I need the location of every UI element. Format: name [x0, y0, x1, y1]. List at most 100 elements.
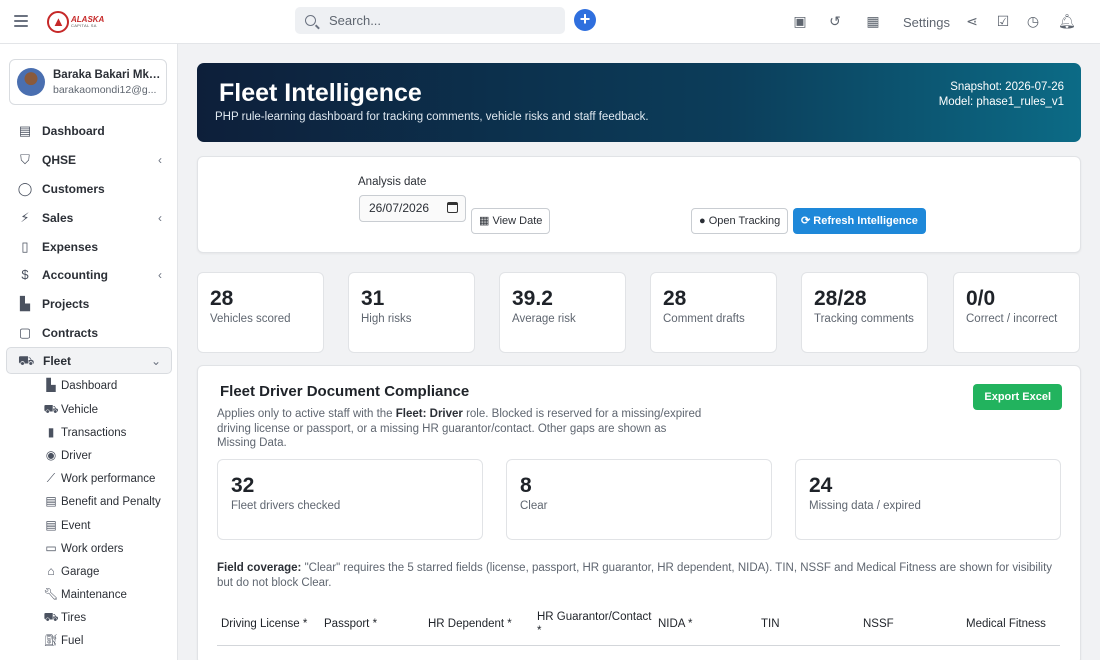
sidebar-item-fleet[interactable]: ⛟ Fleet ⌄: [6, 347, 172, 375]
column-header[interactable]: Passport *: [324, 618, 378, 630]
page-title: Fleet Intelligence: [219, 79, 422, 107]
money-icon: ▭: [45, 540, 57, 555]
search-placeholder: Search...: [329, 13, 382, 28]
fleet-sub-work-performance[interactable]: ⟋ Work performance: [43, 467, 177, 490]
qr-code-icon[interactable]: ▦: [866, 13, 880, 29]
sidebar-item-qhse[interactable]: ⛉ QHSE ‹: [0, 146, 177, 175]
calendar-icon: ▦: [479, 215, 493, 227]
sidebar-item-sales[interactable]: ⚡︎ Sales ‹: [0, 203, 177, 232]
company-logo[interactable]: ALASKA CAPITAL SA: [47, 10, 104, 34]
compliance-card-missing: 24 Missing data / expired: [795, 459, 1061, 540]
calendar-icon[interactable]: [447, 202, 458, 213]
fleet-sub-work-orders[interactable]: ▭ Work orders: [43, 537, 177, 560]
stat-label: Tracking comments: [814, 313, 914, 325]
list-icon: ▤: [45, 494, 57, 509]
bolt-icon: ⚡︎: [20, 209, 30, 225]
stat-card-comment-drafts: 28 Comment drafts: [650, 272, 777, 353]
column-header[interactable]: NSSF: [863, 618, 894, 630]
fleet-sub-fuel[interactable]: ⛽︎ Fuel: [43, 629, 177, 652]
hero-banner: Fleet Intelligence PHP rule-learning das…: [197, 63, 1081, 142]
fleet-sub-label: Fuel: [61, 635, 84, 648]
contract-icon: ▢: [18, 324, 32, 340]
compliance-card-checked: 32 Fleet drivers checked: [217, 459, 483, 540]
column-header[interactable]: HR Dependent *: [428, 618, 512, 630]
sidebar-item-dashboard[interactable]: ▤ Dashboard: [0, 117, 177, 146]
stat-card-average-risk: 39.2 Average risk: [499, 272, 626, 353]
sidebar-item-accounting[interactable]: $ Accounting ‹: [0, 261, 177, 290]
fleet-sub-label: Driver: [61, 449, 92, 462]
refresh-intelligence-button[interactable]: ⟳ Refresh Intelligence: [793, 208, 926, 234]
fleet-sub-benefit-penalty[interactable]: ▤ Benefit and Penalty: [43, 490, 177, 513]
user-name: Baraka Bakari Mkan...: [53, 68, 163, 81]
view-date-button[interactable]: ▦ View Date: [471, 208, 551, 234]
column-header[interactable]: Medical Fitness: [966, 618, 1046, 630]
stat-label: Comment drafts: [663, 313, 745, 325]
chevron-left-icon: ‹: [158, 153, 162, 168]
stat-card-tracking-comments: 28/28 Tracking comments: [801, 272, 928, 353]
refresh-intelligence-label: Refresh Intelligence: [813, 215, 918, 227]
column-header[interactable]: TIN: [761, 618, 780, 630]
logo-mark-icon: [47, 11, 69, 33]
fleet-sub-transactions[interactable]: ▮ Transactions: [43, 421, 177, 444]
stat-card-high-risks: 31 High risks: [348, 272, 475, 353]
hamburger-menu-icon[interactable]: [14, 15, 28, 27]
fleet-sub-event[interactable]: ▤ Event: [43, 514, 177, 537]
sidebar-item-label: Expenses: [42, 239, 99, 254]
settings-link[interactable]: Settings: [903, 15, 950, 30]
file-icon: ▮: [47, 424, 55, 439]
notification-bell-icon[interactable]: 🔔︎: [1058, 13, 1076, 29]
trend-icon: ⟋: [46, 471, 56, 486]
analysis-date-label: Analysis date: [358, 176, 427, 188]
compliance-desc-text: Applies only to active staff with the: [217, 408, 396, 420]
sidebar-item-label: Fleet: [43, 353, 72, 368]
column-header[interactable]: NIDA *: [658, 618, 693, 630]
compliance-card-clear: 8 Clear: [506, 459, 772, 540]
analysis-date-input[interactable]: 26/07/2026: [359, 195, 466, 222]
stat-label: Average risk: [512, 313, 576, 325]
clock-icon[interactable]: ◷: [1026, 13, 1040, 29]
search-input[interactable]: Search...: [295, 7, 565, 34]
fleet-sub-maintenance[interactable]: 🔧︎ Maintenance: [43, 583, 177, 606]
fleet-sub-label: Transactions: [61, 426, 127, 439]
fleet-sub-label: Tires: [61, 612, 87, 625]
sidebar-item-label: Sales: [42, 210, 74, 225]
fuel-icon: ⛽︎: [43, 633, 59, 648]
coverage-title: Field coverage:: [217, 562, 302, 574]
add-button[interactable]: +: [574, 9, 596, 31]
stat-value: 24: [809, 474, 833, 497]
fleet-sub-dashboard[interactable]: ▙ Dashboard: [43, 374, 177, 397]
sidebar-item-customers[interactable]: ◯ Customers: [0, 175, 177, 204]
fleet-sub-vehicle[interactable]: ⛟ Vehicle: [43, 398, 177, 421]
column-header[interactable]: HR Guarantor/Contact *: [537, 611, 652, 637]
column-header[interactable]: Driving License *: [221, 618, 308, 630]
fleet-sub-driver[interactable]: ◉ Driver: [43, 444, 177, 467]
model-name: Model: phase1_rules_v1: [938, 96, 1064, 108]
stat-value: 31: [361, 287, 385, 310]
open-tracking-button[interactable]: ● Open Tracking: [691, 208, 789, 234]
shield-icon: ⛉: [20, 152, 30, 168]
fleet-sub-garage[interactable]: ⌂ Garage: [43, 560, 177, 583]
sidebar-item-contracts[interactable]: ▢ Contracts: [0, 319, 177, 348]
sidebar-item-label: Projects: [42, 297, 90, 312]
stat-card-vehicles-scored: 28 Vehicles scored: [197, 272, 324, 353]
truck-icon: ⛟: [18, 352, 35, 368]
task-check-icon[interactable]: ☑: [996, 13, 1010, 29]
fleet-sub-tires[interactable]: ⛟ Tires: [43, 606, 177, 629]
sidebar-item-label: Customers: [42, 181, 105, 196]
compliance-description: Applies only to active staff with the Fl…: [217, 407, 707, 451]
sidebar: Baraka Bakari Mkan... barakaomondi12@g..…: [0, 44, 178, 660]
user-profile-card[interactable]: Baraka Bakari Mkan... barakaomondi12@g..…: [9, 59, 167, 105]
fleet-sub-label: Work orders: [61, 542, 124, 555]
sidebar-item-projects[interactable]: ▙ Projects: [0, 290, 177, 319]
sidebar-item-expenses[interactable]: ▯ Expenses: [0, 232, 177, 261]
fleet-submenu: ▙ Dashboard ⛟ Vehicle ▮ Transactions ◉ Drive…: [0, 374, 177, 652]
fleet-sub-label: Garage: [61, 565, 100, 578]
id-card-icon[interactable]: ▣: [793, 13, 807, 29]
document-icon: ▯: [21, 238, 29, 254]
share-icon[interactable]: ⋖: [966, 13, 978, 29]
stat-card-correct-incorrect: 0/0 Correct / incorrect: [953, 272, 1080, 353]
stat-label: Vehicles scored: [210, 313, 291, 325]
export-excel-button[interactable]: Export Excel: [973, 384, 1062, 410]
history-icon[interactable]: ↺: [829, 13, 841, 29]
truck-icon: ⛟: [43, 610, 59, 625]
